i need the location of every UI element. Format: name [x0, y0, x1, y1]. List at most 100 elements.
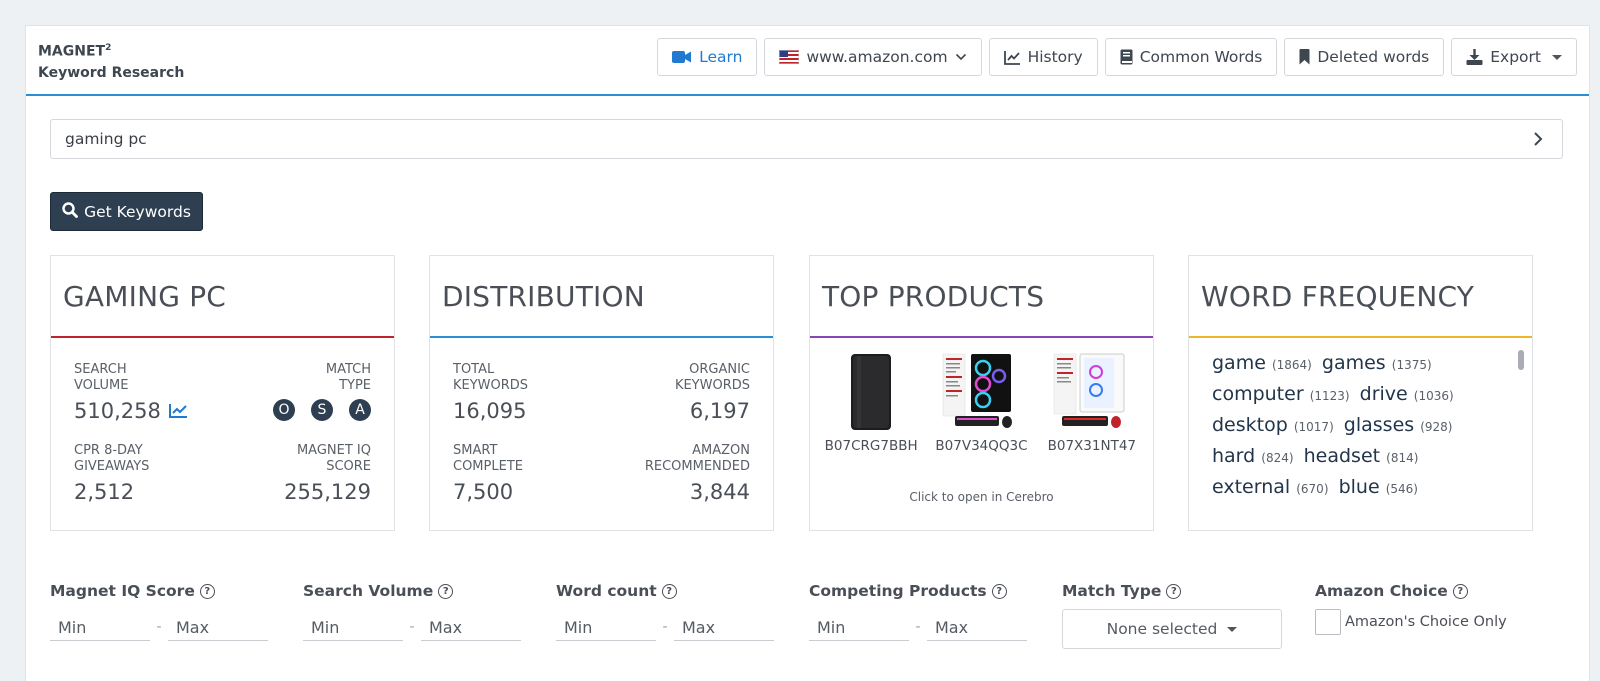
learn-label: Learn — [699, 48, 743, 66]
export-label: Export — [1490, 48, 1541, 66]
match-type-amazon-badge[interactable]: A — [349, 399, 371, 421]
total-keywords-label: TOTAL KEYWORDS — [453, 362, 529, 393]
word[interactable]: game — [1212, 352, 1266, 374]
search-value: gaming pc — [65, 130, 147, 148]
word[interactable]: glasses — [1343, 414, 1415, 436]
common-words-button[interactable]: Common Words — [1104, 38, 1278, 76]
app-panel: MAGNET2 Keyword Research Learn — [25, 25, 1590, 681]
search-volume-label: SEARCH VOLUME — [74, 362, 129, 393]
word-count: (814) — [1386, 451, 1419, 465]
line-chart-icon — [1003, 50, 1021, 65]
word-row: desktop (1017) glasses (928) — [1212, 414, 1508, 445]
caret-down-icon — [1227, 626, 1238, 632]
competing-max-input[interactable]: Max — [927, 614, 1027, 641]
competing-min-input[interactable]: Min — [809, 614, 909, 641]
amazon-choice-checkbox-label: Amazon's Choice Only — [1345, 614, 1507, 630]
get-keywords-label: Get Keywords — [84, 202, 191, 221]
help-icon[interactable]: ? — [1166, 583, 1182, 599]
word[interactable]: drive — [1359, 383, 1408, 405]
organic-keywords-stat: ORGANIC KEYWORDS 6,197 — [660, 362, 750, 423]
word-count-min-input[interactable]: Min — [556, 614, 656, 641]
brand: MAGNET2 Keyword Research — [38, 38, 184, 84]
word-row: game (1864) games (1375) — [1212, 352, 1508, 383]
cpr-label: CPR 8-DAY GIVEAWAYS — [74, 443, 150, 474]
word-row: external (670) blue (546) — [1212, 476, 1508, 507]
export-button[interactable]: Export — [1451, 38, 1577, 76]
chevron-right-icon[interactable] — [1528, 129, 1548, 149]
volume-max-input[interactable]: Max — [421, 614, 521, 641]
product-tile[interactable]: B07CRG7BBH — [816, 352, 926, 454]
download-icon — [1466, 49, 1483, 65]
total-keywords-stat: TOTAL KEYWORDS 16,095 — [453, 362, 543, 423]
search-volume-value: 510,258 — [74, 399, 161, 423]
search-volume-filter-label: Search Volume — [303, 582, 434, 600]
amazon-recommended-value: 3,844 — [689, 480, 750, 504]
match-type-select[interactable]: None selected — [1062, 609, 1282, 649]
amazon-choice-checkbox[interactable] — [1315, 609, 1341, 635]
iq-score-filter: Magnet IQ Score? Min - Max — [50, 582, 268, 641]
gaming-pc-image — [941, 352, 1021, 432]
match-type-stat: MATCH TYPE O S A — [265, 362, 371, 423]
word[interactable]: blue — [1338, 476, 1380, 498]
word[interactable]: games — [1321, 352, 1386, 374]
range-separator: - — [156, 619, 162, 635]
toolbar: Learn www.amazon.com — [657, 38, 1577, 76]
external-drive-image — [831, 352, 911, 432]
word-frequency-card-title: WORD FREQUENCY — [1201, 279, 1475, 313]
word-count: (546) — [1385, 482, 1418, 496]
match-type-sponsored-badge[interactable]: S — [311, 399, 333, 421]
product-asin: B07X31NT47 — [1047, 438, 1136, 454]
range-separator: - — [915, 619, 921, 635]
iq-max-input[interactable]: Max — [168, 614, 268, 641]
word[interactable]: desktop — [1212, 414, 1288, 436]
trend-chart-icon[interactable] — [168, 399, 188, 423]
word-frequency-list: game (1864) games (1375) computer (1123)… — [1189, 338, 1532, 507]
word-row: hard (824) headset (814) — [1212, 445, 1508, 476]
keyword-search-input[interactable]: gaming pc — [50, 119, 1563, 159]
help-icon[interactable]: ? — [199, 583, 215, 599]
amazon-recommended-label: AMAZON RECOMMENDED — [644, 443, 750, 474]
organic-keywords-value: 6,197 — [689, 399, 750, 423]
cpr-stat: CPR 8-DAY GIVEAWAYS 2,512 — [74, 443, 174, 504]
word[interactable]: external — [1212, 476, 1291, 498]
history-label: History — [1027, 48, 1083, 66]
deleted-words-button[interactable]: Deleted words — [1284, 38, 1445, 76]
help-icon[interactable]: ? — [438, 583, 454, 599]
iq-min-input[interactable]: Min — [50, 614, 150, 641]
deleted-words-label: Deleted words — [1317, 48, 1430, 66]
word-count-max-input[interactable]: Max — [674, 614, 774, 641]
product-asin: B07CRG7BBH — [824, 438, 918, 454]
keyword-card-title: GAMING PC — [63, 279, 227, 313]
iq-score-value: 255,129 — [284, 480, 371, 504]
range-separator: - — [409, 619, 415, 635]
get-keywords-button[interactable]: Get Keywords — [50, 192, 203, 231]
word[interactable]: headset — [1303, 445, 1381, 467]
word-count: (1036) — [1413, 389, 1454, 403]
learn-button[interactable]: Learn — [657, 38, 758, 76]
history-button[interactable]: History — [988, 38, 1098, 76]
word-count: (1375) — [1391, 358, 1432, 372]
smart-complete-value: 7,500 — [453, 480, 514, 504]
keyword-card-bar — [51, 336, 394, 338]
help-icon[interactable]: ? — [661, 583, 677, 599]
match-type-label: MATCH TYPE — [325, 362, 371, 393]
word-count: (670) — [1296, 482, 1329, 496]
bookmark-icon — [1299, 49, 1310, 65]
product-tile[interactable]: B07X31NT47 — [1037, 352, 1147, 454]
product-tile[interactable]: B07V34QQ3C — [926, 352, 1036, 454]
help-icon[interactable]: ? — [1452, 583, 1468, 599]
marketplace-select[interactable]: www.amazon.com — [764, 38, 982, 76]
help-icon[interactable]: ? — [991, 583, 1007, 599]
iq-score-stat: MAGNET IQ SCORE 255,129 — [284, 443, 371, 504]
scrollbar-thumb[interactable] — [1518, 350, 1524, 370]
volume-min-input[interactable]: Min — [303, 614, 403, 641]
competing-products-filter: Competing Products? Min - Max — [809, 582, 1027, 641]
product-asin: B07V34QQ3C — [935, 438, 1028, 454]
marketplace-label: www.amazon.com — [806, 48, 948, 66]
word[interactable]: hard — [1212, 445, 1256, 467]
word[interactable]: computer — [1212, 383, 1304, 405]
match-type-filter-label: Match Type — [1062, 582, 1162, 600]
match-type-organic-badge[interactable]: O — [273, 399, 295, 421]
search-icon — [62, 201, 78, 222]
brand-name: MAGNET — [38, 43, 106, 60]
